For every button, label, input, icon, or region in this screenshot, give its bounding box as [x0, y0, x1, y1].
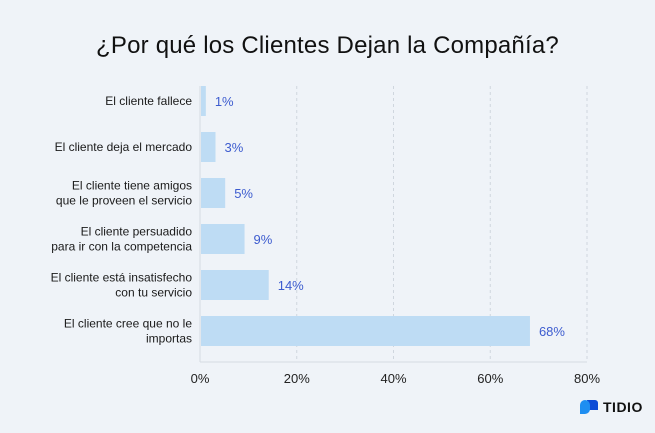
bar	[201, 178, 226, 208]
bar	[201, 132, 216, 162]
value-label: 14%	[278, 278, 304, 293]
category-label: El cliente tiene amigos	[72, 179, 192, 193]
value-label: 5%	[234, 186, 253, 201]
chart-title: ¿Por qué los Clientes Dejan la Compañía?	[96, 32, 559, 59]
category-label: El cliente fallece	[105, 94, 192, 108]
category-label: importas	[146, 332, 192, 346]
bar	[201, 224, 245, 254]
x-tick-label: 60%	[477, 371, 503, 386]
x-tick-label: 0%	[191, 371, 210, 386]
x-tick-label: 80%	[574, 371, 600, 386]
category-label: que le proveen el servicio	[56, 194, 192, 208]
category-label: El cliente está insatisfecho	[51, 271, 193, 285]
bar	[201, 270, 269, 300]
category-label: El cliente persuadido	[81, 225, 193, 239]
category-label: con tu servicio	[115, 286, 192, 300]
tidio-logo: TIDIO	[580, 399, 643, 415]
bar	[201, 86, 206, 116]
x-tick-label: 40%	[380, 371, 406, 386]
bar	[201, 316, 530, 346]
brand-name: TIDIO	[603, 399, 643, 415]
value-label: 68%	[539, 324, 565, 339]
category-label: El cliente cree que no le	[64, 317, 192, 331]
value-label: 9%	[254, 232, 273, 247]
value-label: 1%	[215, 94, 234, 109]
category-label: El cliente deja el mercado	[55, 140, 193, 154]
x-tick-label: 20%	[284, 371, 310, 386]
tidio-chat-bubbles-icon	[580, 400, 598, 414]
value-label: 3%	[225, 140, 244, 155]
category-label: para ir con la competencia	[51, 240, 192, 254]
